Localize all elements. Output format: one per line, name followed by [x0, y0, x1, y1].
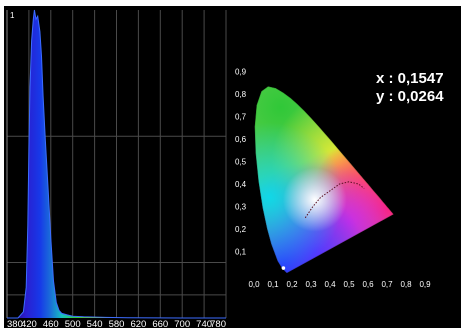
spectrum-plot: 1380420460500540580620660700740780λ(nm)	[6, 9, 227, 328]
x-tick-label: 0,0	[248, 280, 260, 289]
x-tick-label: 500	[65, 319, 81, 328]
x-tick-label: 660	[152, 319, 168, 328]
x-tick-label: 740	[196, 319, 212, 328]
cie-gamut	[254, 86, 394, 273]
y-tick-label: 0,6	[235, 135, 247, 144]
y-tick-label: 0,9	[235, 68, 247, 77]
x-tick-label: 0,6	[362, 280, 374, 289]
cie-plot: 0,1 0,2 0,3 0,4 0,5 0,6 0,7 0,8 0,9 0,0 0,1 0,2 0,3 0…	[235, 68, 431, 290]
x-tick-label: 620	[130, 319, 146, 328]
y-tick-label: 0,1	[235, 248, 247, 257]
y-tick-label: 0,7	[235, 113, 247, 122]
spectrum-line	[7, 9, 226, 319]
spectral-locus	[254, 85, 395, 274]
x-tick-label: 540	[87, 319, 103, 328]
spectrum-area	[7, 10, 226, 318]
x-tick-label: 0,4	[324, 280, 336, 289]
y-tick-label: 1	[10, 11, 15, 20]
x-tick-label: 0,9	[419, 280, 431, 289]
x-tick-label: 0,2	[286, 280, 298, 289]
x-tick-label: 0,7	[381, 280, 393, 289]
y-tick-label: 0,8	[235, 90, 247, 99]
cie-chromaticity-chart: 0,1 0,2 0,3 0,4 0,5 0,6 0,7 0,8 0,9 0,0 0,1 0,2 0,3 0…	[232, 6, 461, 328]
x-tick-label: 780	[210, 319, 226, 328]
gamut-blend	[282, 167, 347, 232]
x-tick-label: 580	[109, 319, 125, 328]
y-tick-label: 0,2	[235, 225, 247, 234]
planckian-locus	[304, 181, 365, 219]
y-coordinate-readout: y : 0,0264	[376, 88, 444, 105]
x-tick-label: 380	[7, 319, 23, 328]
spectrum-chart: 1380420460500540580620660700740780λ(nm)	[4, 6, 232, 328]
x-tick-label: 0,8	[400, 280, 412, 289]
y-tick-label: 0,5	[235, 158, 247, 167]
x-tick-label: 700	[174, 319, 190, 328]
x-tick-label: 0,1	[267, 280, 279, 289]
y-tick-label: 0,4	[235, 180, 247, 189]
x-tick-label: 0,3	[305, 280, 317, 289]
x-coordinate-readout: x : 0,1547	[376, 70, 444, 87]
gamut-blend	[254, 122, 345, 273]
measured-point	[281, 266, 286, 270]
x-tick-label: 420	[21, 319, 37, 328]
x-tick-label: 460	[43, 319, 59, 328]
x-tick-label: 0,5	[343, 280, 355, 289]
y-tick-label: 0,3	[235, 203, 247, 212]
